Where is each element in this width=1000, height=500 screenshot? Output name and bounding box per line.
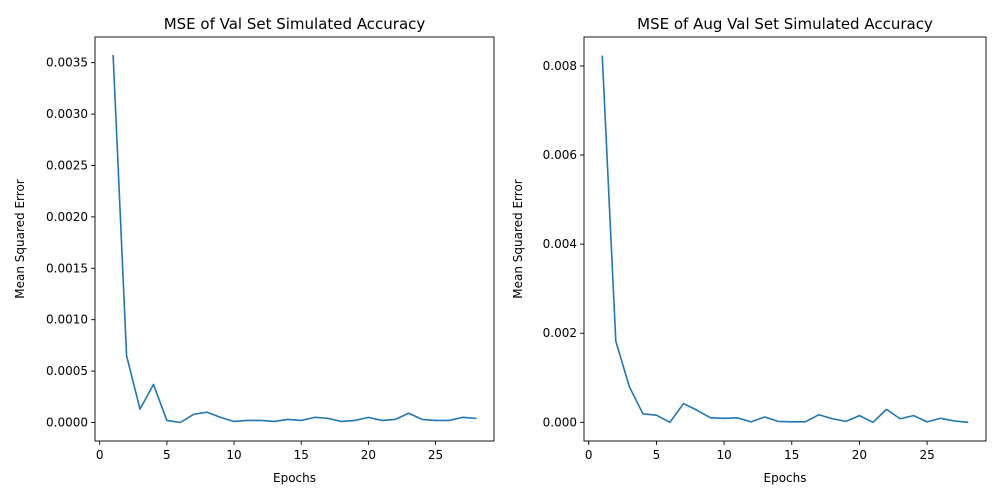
x-tick-label: 25 [428, 448, 443, 462]
plot-frame [583, 36, 987, 442]
x-axis-label: Epochs [273, 471, 316, 485]
mse-series-line [601, 55, 969, 424]
y-tick-label: 0.0020 [46, 210, 88, 224]
chart-title: MSE of Val Set Simulated Accuracy [164, 15, 426, 33]
y-tick-label: 0.0005 [46, 364, 88, 378]
y-tick-label: 0.0010 [46, 313, 88, 327]
y-tick-label: 0.006 [543, 148, 577, 162]
plot-frame [94, 36, 495, 442]
x-tick-label: 10 [716, 448, 731, 462]
left-chart-panel: MSE of Val Set Simulated Accuracy Epochs M… [13, 15, 495, 485]
x-tick-label: 0 [96, 448, 104, 462]
x-tick-label: 25 [919, 448, 934, 462]
y-tick-label: 0.004 [543, 237, 577, 251]
x-tick-label: 10 [226, 448, 241, 462]
y-tick-label: 0.000 [543, 415, 577, 429]
right-chart-panel: MSE of Aug Val Set Simulated Accuracy Epo… [511, 15, 987, 485]
y-tick-label: 0.0030 [46, 107, 88, 121]
x-tick-label: 20 [361, 448, 376, 462]
x-tick-label: 0 [585, 448, 593, 462]
mse-series-line [112, 54, 477, 424]
y-tick-label: 0.008 [543, 59, 577, 73]
y-axis-label: Mean Squared Error [13, 179, 27, 299]
y-tick-label: 0.002 [543, 326, 577, 340]
x-tick-label: 15 [784, 448, 799, 462]
y-tick-label: 0.0000 [46, 415, 88, 429]
x-tick-label: 20 [852, 448, 867, 462]
chart-title: MSE of Aug Val Set Simulated Accuracy [637, 15, 933, 33]
x-tick-label: 5 [653, 448, 661, 462]
y-tick-label: 0.0015 [46, 261, 88, 275]
x-axis-label: Epochs [764, 471, 807, 485]
x-tick-label: 5 [163, 448, 171, 462]
y-axis-label: Mean Squared Error [511, 179, 525, 299]
y-tick-label: 0.0025 [46, 158, 88, 172]
x-tick-label: 15 [294, 448, 309, 462]
y-tick-label: 0.0035 [46, 56, 88, 70]
